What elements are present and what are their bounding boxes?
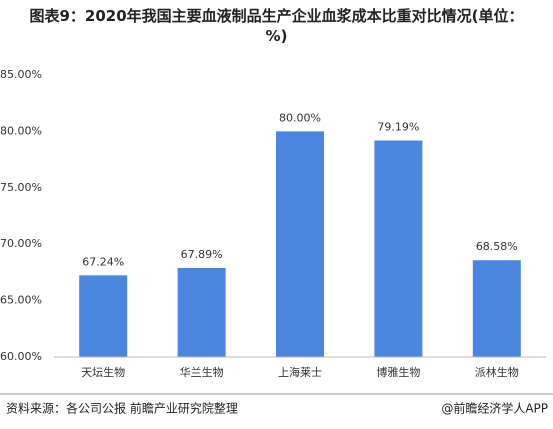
credit: @前瞻经济学人APP: [441, 401, 548, 416]
x-tick-label: 天坛生物: [81, 365, 125, 379]
x-tick-label: 华兰生物: [180, 365, 224, 379]
chart-title: 图表9：2020年我国主要血液制品生产企业血浆成本比重对比情况(单位：%): [29, 7, 524, 45]
bar: [472, 260, 521, 357]
value-label: 67.24%: [82, 255, 124, 268]
x-tick-label: 博雅生物: [376, 365, 420, 379]
bar: [374, 140, 423, 357]
y-tick-label: 60.00%: [0, 350, 42, 363]
y-tick-label: 75.00%: [0, 181, 42, 194]
bar: [276, 131, 324, 357]
x-tick-label: 上海莱士: [278, 365, 322, 379]
y-tick-label: 80.00%: [0, 124, 42, 137]
value-label: 68.58%: [476, 240, 518, 253]
value-label: 67.89%: [181, 248, 223, 261]
y-tick-label: 65.00%: [0, 294, 42, 307]
bar: [79, 275, 128, 357]
y-tick-label: 85.00%: [0, 68, 42, 81]
value-label: 80.00%: [279, 111, 321, 124]
source: 资料来源：各公司公报 前瞻产业研究院整理: [6, 401, 238, 416]
bar: [177, 268, 226, 357]
x-tick-label: 派林生物: [475, 365, 519, 379]
y-tick-label: 70.00%: [0, 237, 42, 250]
value-label: 79.19%: [377, 121, 419, 134]
